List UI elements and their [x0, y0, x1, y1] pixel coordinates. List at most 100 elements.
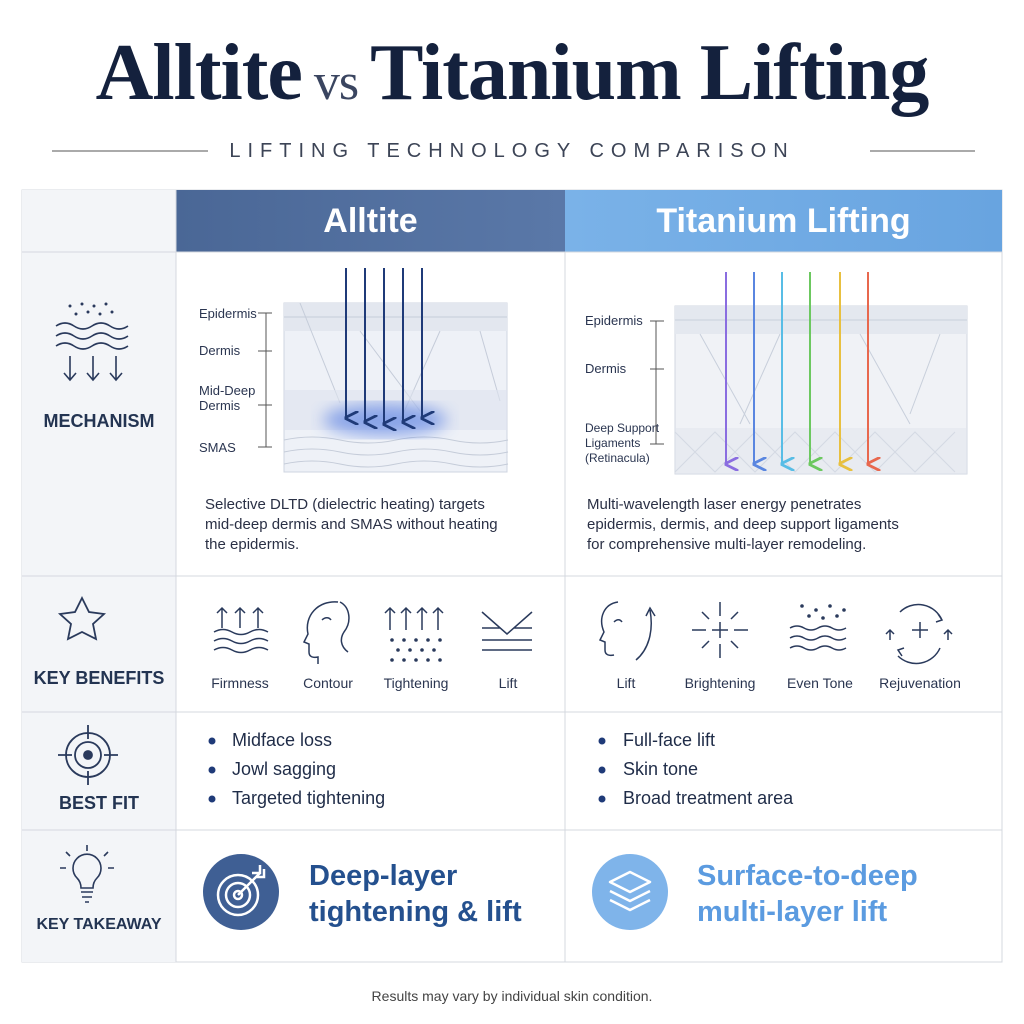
graphic [598, 766, 606, 774]
mechanism-text: Multi-wavelength laser energy penetrates… [587, 496, 899, 553]
layer-label: Deep Support Ligaments (Retinacula) [585, 421, 660, 465]
benefit: Rejuvenation [879, 675, 961, 691]
alltite-diagram [258, 268, 509, 473]
graphic [208, 795, 216, 803]
graphic [55, 332, 129, 340]
graphic [58, 725, 118, 785]
graphic [390, 658, 394, 662]
title-right: Titanium Lifting [370, 29, 929, 117]
graphic [283, 448, 509, 456]
benefit: Tightening [383, 675, 449, 691]
benefit: Lift [616, 675, 636, 691]
layer-label: Dermis [585, 361, 627, 376]
layer-label: Epidermis [585, 313, 643, 328]
graphic [216, 873, 260, 917]
graphic [821, 616, 825, 620]
graphic [426, 658, 430, 662]
graphic [104, 302, 108, 306]
graphic [346, 268, 422, 424]
graphic [675, 428, 967, 474]
header-titanium [565, 190, 1002, 252]
graphic [60, 845, 114, 903]
column-header: Titanium Lifting [656, 202, 911, 240]
layer-label: Dermis [199, 343, 241, 358]
graphic [283, 302, 508, 473]
graphic [396, 648, 400, 652]
graphic [68, 302, 114, 316]
row-label: BEST FIT [59, 793, 139, 813]
title: Alltite vs Titanium Lifting [0, 28, 1024, 119]
graphic [68, 304, 72, 308]
graphic [608, 870, 652, 912]
layer-label: Epidermis [199, 306, 257, 321]
graphic [432, 648, 436, 652]
graphic [402, 638, 406, 642]
graphic [608, 870, 652, 894]
graphic [650, 320, 664, 445]
graphic [258, 312, 272, 448]
graphic [283, 302, 509, 468]
fit-item: Broad treatment area [623, 788, 794, 808]
graphic [807, 614, 811, 618]
icon-star [57, 595, 107, 641]
header-alltite [176, 190, 565, 252]
row-label: KEY TAKEAWAY [36, 916, 162, 933]
graphic [83, 750, 93, 760]
graphic [609, 889, 651, 903]
graphic [438, 638, 442, 642]
graphic [216, 865, 266, 917]
graphic [63, 356, 123, 382]
graphic [55, 342, 129, 350]
graphic [74, 312, 78, 316]
graphic [232, 889, 244, 901]
graphic [237, 865, 266, 896]
graphic [86, 310, 90, 314]
graphic [800, 604, 804, 608]
icon-bulb [60, 845, 114, 903]
graphic [692, 602, 748, 658]
layer-label: Mid-Deep Dermis [199, 383, 256, 413]
title-vs: vs [313, 54, 359, 111]
benefit: Brightening [684, 675, 756, 691]
graphic [414, 638, 418, 642]
graphic [208, 737, 216, 745]
graphic [208, 766, 216, 774]
fit-item: Targeted tightening [232, 788, 386, 808]
graphic [390, 638, 442, 662]
graphic [98, 312, 102, 316]
graphic [420, 648, 424, 652]
graphic [842, 608, 846, 612]
graphic [302, 601, 350, 664]
subtitle: LIFTING TECHNOLOGY COMPARISON [229, 140, 795, 162]
row-label: KEY BENEFITS [33, 668, 165, 688]
fit-item: Jowl sagging [232, 759, 337, 779]
graphic [224, 881, 252, 909]
graphic [598, 737, 606, 745]
row-label: MECHANISM [43, 411, 155, 431]
graphic [828, 604, 832, 608]
graphic [885, 603, 953, 665]
icon-mechanism [55, 302, 129, 382]
graphic [283, 460, 509, 468]
fit-item: Full-face lift [623, 730, 716, 750]
benefit: Contour [303, 675, 353, 691]
benefit-icons [213, 601, 953, 665]
graphic [402, 658, 406, 662]
benefit: Lift [498, 675, 518, 691]
graphic [650, 320, 664, 445]
graphic [92, 304, 96, 308]
takeaway: Surface-to-deep multi-layer lift [697, 860, 918, 928]
mechanism-text: Selective DLTD (dielectric heating) targ… [205, 496, 498, 553]
layer-label: SMAS [199, 440, 236, 455]
graphic [414, 658, 418, 662]
titanium-diagram [650, 272, 968, 475]
fit-item: Skin tone [623, 759, 699, 779]
graphic [80, 302, 84, 306]
graphic [408, 648, 412, 652]
graphic [258, 312, 272, 448]
graphic [438, 658, 442, 662]
fit-item: Midface loss [232, 730, 333, 750]
